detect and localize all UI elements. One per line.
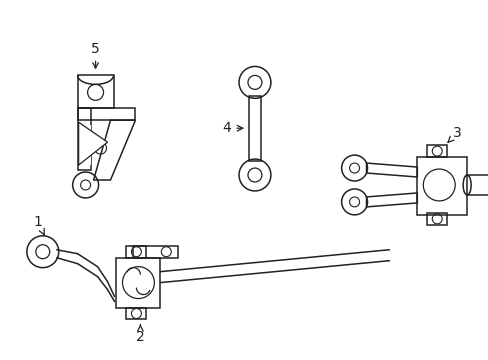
Text: 2: 2 xyxy=(136,325,144,345)
Text: 5: 5 xyxy=(91,41,100,68)
Text: 4: 4 xyxy=(222,121,243,135)
Polygon shape xyxy=(78,125,90,165)
Polygon shape xyxy=(79,122,107,165)
Text: 1: 1 xyxy=(33,215,44,235)
Text: 3: 3 xyxy=(447,126,461,143)
